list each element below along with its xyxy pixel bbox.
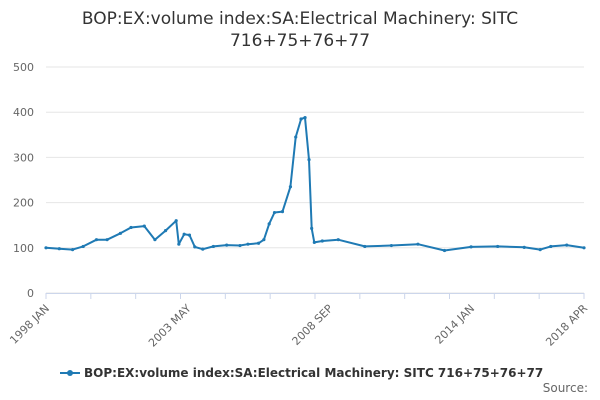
data-point (389, 243, 393, 248)
data-point (105, 238, 109, 242)
x-tick-label: 2018 APR (543, 302, 590, 349)
data-point (307, 158, 311, 162)
x-tick-label: 2003 MAY (146, 302, 194, 350)
data-point (288, 185, 293, 189)
data-point (238, 243, 242, 248)
data-point (129, 225, 133, 230)
chart-title: BOP:EX:volume index:SA:Electrical Machin… (81, 9, 519, 51)
data-point (496, 244, 500, 249)
legend-label: BOP:EX:volume index:SA:Electrical Machin… (84, 366, 544, 380)
series-line (45, 116, 585, 252)
data-point (416, 242, 420, 246)
data-point (549, 244, 553, 249)
data-point (153, 238, 157, 242)
data-point (256, 241, 261, 245)
data-point (565, 243, 569, 247)
data-point (280, 210, 285, 214)
data-point (94, 238, 99, 242)
data-point (538, 248, 542, 252)
data-point (211, 244, 215, 249)
x-tick-label: 1998 JAN (7, 302, 52, 347)
data-point (187, 233, 192, 237)
x-tick-label: 2014 JAN (432, 302, 477, 347)
y-tick-label: 0 (27, 287, 34, 300)
data-point (182, 232, 186, 236)
data-point (267, 222, 271, 226)
data-point (201, 247, 205, 251)
data-point (469, 245, 473, 249)
y-tick-label: 500 (13, 61, 34, 74)
data-point (57, 247, 61, 251)
data-point (118, 231, 122, 235)
data-point (522, 245, 526, 249)
data-point (174, 219, 178, 223)
y-tick-label: 200 (13, 197, 34, 210)
x-tick-label: 2008 SEP (290, 302, 336, 348)
data-point (44, 246, 48, 250)
data-point (442, 248, 447, 253)
data-point (70, 248, 75, 252)
data-point (142, 224, 146, 228)
data-point (246, 242, 250, 246)
data-point (582, 246, 586, 250)
data-point (193, 245, 197, 249)
data-point (272, 210, 277, 215)
data-point (363, 244, 367, 249)
data-point (163, 229, 168, 233)
data-point (303, 116, 307, 120)
y-tick-label: 300 (13, 151, 34, 164)
legend-line-icon (60, 370, 80, 376)
data-point (312, 240, 316, 244)
y-tick-label: 100 (13, 242, 34, 255)
data-point (294, 135, 298, 139)
legend[interactable]: BOP:EX:volume index:SA:Electrical Machin… (60, 366, 600, 380)
data-point (177, 242, 181, 246)
data-point (225, 243, 229, 247)
data-point (310, 226, 314, 230)
data-point (81, 244, 85, 249)
data-point (299, 117, 303, 121)
data-point (262, 238, 266, 242)
y-tick-label: 400 (13, 106, 34, 119)
data-point (336, 238, 340, 242)
data-point (320, 239, 324, 243)
source-label: Source: (542, 381, 588, 395)
